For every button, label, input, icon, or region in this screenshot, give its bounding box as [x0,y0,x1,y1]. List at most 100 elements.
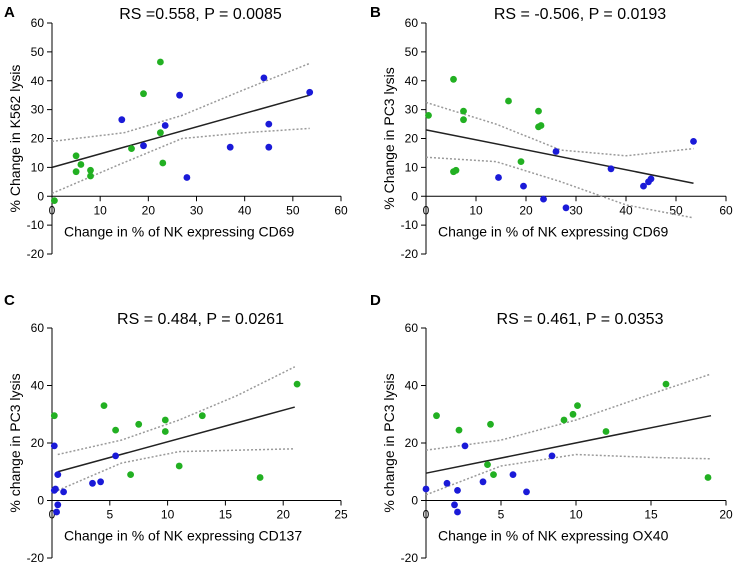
data-point-blue [509,471,517,478]
y-tick-label: -20 [401,247,419,261]
data-point-green [490,471,497,478]
x-tick-label: 0 [423,203,430,217]
y-tick-label: 10 [405,160,419,174]
regression-line [57,406,295,473]
x-tick-label: 10 [569,508,583,522]
data-point-green [72,152,80,160]
x-tick-label: 15 [219,508,233,522]
x-tick-label: 0 [423,508,430,522]
panel-b: B -20 -10 0 10 20 30 40 50 60 0 10 20 30 40 50 60 Change … [370,4,733,261]
data-point-green [135,420,143,428]
ci-lower-line [51,127,310,195]
panel-letter: D [370,292,381,309]
data-point-green [161,416,169,424]
data-point-blue [562,204,570,212]
x-tick-label: 25 [334,508,348,522]
ci-lower-line [425,453,712,496]
y-axis-title: % Change in K562 lysis [7,65,23,213]
y-tick-label: 40 [31,74,45,88]
x-axis-title: Change in % of NK expressing CD69 [438,223,669,239]
data-point-blue [54,501,62,509]
data-point-green [256,474,264,481]
data-point-blue [161,122,169,129]
data-point-green [87,166,94,174]
data-point-blue [523,488,530,496]
x-tick-label: 15 [644,508,658,522]
data-point-blue [112,452,119,460]
panel-a: A -20 -10 0 10 20 30 40 50 60 0 10 20 30 40 50 60 Change … [4,4,348,261]
x-axis-title: Change in % of NK expressing CD137 [64,528,302,544]
data-point-green [77,161,85,168]
x-tick-label: 30 [569,203,583,217]
data-point-green [157,58,164,66]
data-point-blue [260,74,268,82]
y-tick-label: 20 [405,132,419,146]
x-tick-label: 5 [498,508,505,522]
data-point-blue [640,182,647,190]
data-point-blue [183,174,191,181]
x-tick-label: 5 [106,508,113,522]
y-tick-label: 50 [405,45,419,59]
data-point-green [127,471,134,478]
y-tick-label: 0 [411,494,418,508]
data-point-blue [265,143,273,151]
data-point-blue [176,91,184,99]
x-tick-label: 10 [161,508,175,522]
ci-upper-line [425,373,712,451]
data-point-blue [97,478,104,486]
data-point-blue [443,479,451,487]
data-point-blue [265,120,273,128]
ci-upper-line [57,366,296,456]
data-point-green [560,416,568,424]
data-point-green [487,420,494,428]
data-point-green [140,90,147,98]
panel-d: D -20 0 20 40 60 0 5 10 15 20 Change in % of NK exp… [370,292,733,565]
regression-line [425,129,694,184]
data-point-green [87,172,94,180]
y-tick-label: 0 [37,494,44,508]
data-point-green [51,197,58,205]
y-axis-title: % change in PC3 lysis [7,373,23,512]
x-tick-label: 20 [719,508,733,522]
data-point-blue [520,182,527,190]
data-point-green [704,474,712,481]
data-point-green [72,168,80,176]
x-tick-label: 0 [49,508,56,522]
data-point-green [662,380,670,388]
y-tick-label: -20 [401,551,419,565]
data-point-green [433,412,440,420]
x-tick-label: 40 [238,203,252,217]
data-point-blue [53,508,60,516]
panel-letter: A [4,4,15,21]
y-tick-label: 40 [405,74,419,88]
data-point-blue [495,174,502,181]
x-tick-label: 20 [142,203,156,217]
data-point-green [452,166,460,174]
y-tick-label: 0 [411,189,418,203]
data-point-blue [461,442,469,450]
x-tick-label: 20 [277,508,291,522]
data-point-green [460,107,467,115]
ci-upper-line [425,101,694,157]
y-axis-title: % Change in PC3 lysis [381,67,397,209]
data-point-green [535,107,542,115]
ci-lower-line [57,448,295,492]
data-point-green [198,412,206,420]
y-tick-label: 20 [31,436,45,450]
x-axis-title: Change in % of NK expressing OX40 [438,528,669,544]
y-tick-label: -10 [401,218,419,232]
data-point-green [537,122,545,129]
y-tick-label: 30 [31,103,45,117]
y-tick-label: -20 [27,247,45,261]
data-point-green [455,426,463,434]
y-tick-label: 60 [31,16,45,30]
data-point-green [574,402,581,409]
data-point-green [128,145,135,153]
data-point-green [293,380,301,388]
x-tick-label: 10 [93,203,107,217]
data-point-blue [647,175,655,183]
data-point-green [569,410,577,418]
regression-line [51,94,310,169]
data-point-blue [422,485,430,493]
